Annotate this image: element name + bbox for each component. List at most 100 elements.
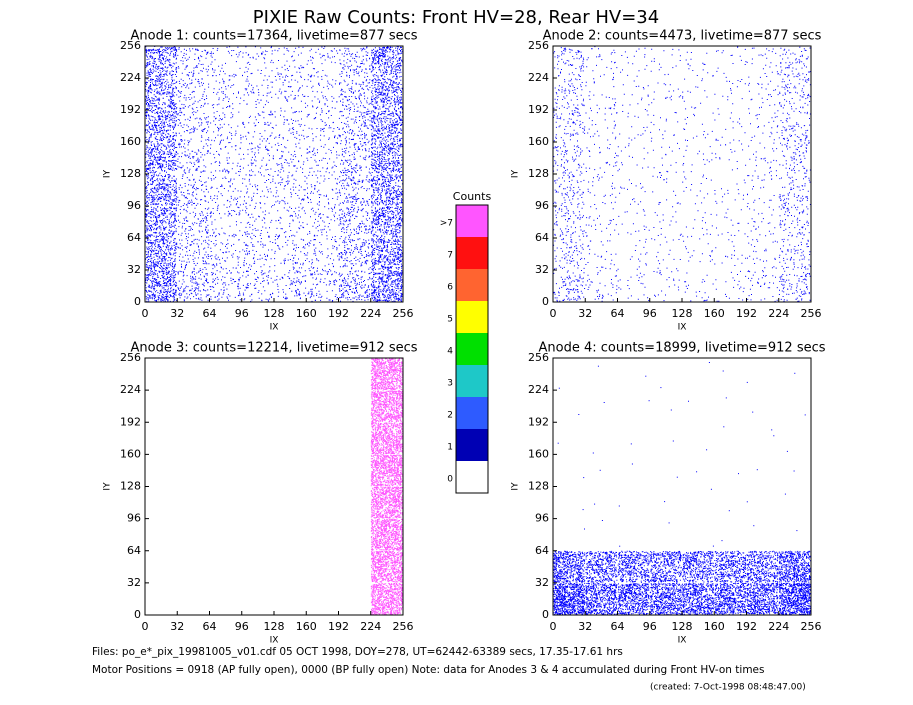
footer-note: (created: 7-Oct-1998 08:48:47.00) (650, 683, 806, 693)
x-tick-label: 256 (393, 307, 414, 320)
count-dots (177, 78, 210, 110)
count-dots (585, 206, 617, 237)
y-tick-label: 32 (127, 576, 141, 589)
colorbar-swatch (456, 237, 488, 269)
count-dots (338, 238, 371, 270)
count-dots (648, 400, 650, 402)
count-dots (660, 387, 662, 389)
x-axis-label: IX (678, 636, 687, 646)
count-dots (721, 540, 723, 542)
footer-note: Files: po_e*_pix_19981005_v01.cdf 05 OCT… (92, 646, 623, 658)
count-dots (553, 78, 585, 110)
count-dots (370, 46, 403, 78)
x-tick-label: 32 (578, 307, 592, 320)
x-tick-label: 224 (768, 620, 789, 633)
x-tick-label: 128 (672, 307, 693, 320)
count-dots (746, 381, 748, 383)
y-tick-label: 64 (127, 544, 141, 557)
y-tick-label: 224 (528, 383, 549, 396)
count-dots (274, 174, 306, 206)
panel-title: Anode 4: counts=18999, livetime=912 secs (538, 341, 825, 356)
count-dots (209, 270, 241, 301)
count-dots (664, 501, 666, 503)
x-tick-label: 128 (264, 307, 285, 320)
y-axis-label: IY (103, 482, 113, 491)
y-tick-label: 160 (528, 135, 549, 148)
count-dots (784, 493, 786, 495)
count-dots (243, 78, 274, 108)
y-tick-label: 96 (535, 512, 549, 525)
count-dots (778, 110, 811, 142)
colorbar-label: 2 (447, 411, 453, 421)
count-dots (685, 51, 714, 77)
count-dots (778, 238, 811, 270)
count-dots (682, 551, 715, 583)
count-dots (274, 142, 305, 173)
y-tick-label: 160 (528, 447, 549, 460)
colorbar-label: >7 (440, 219, 453, 229)
count-dots (725, 397, 727, 399)
y-tick-label: 0 (542, 608, 549, 621)
x-axis-label: IX (678, 323, 687, 333)
count-dots (753, 525, 755, 527)
count-dots (145, 142, 178, 174)
x-tick-label: 192 (328, 307, 349, 320)
colorbar-swatch (456, 269, 488, 301)
colorbar-swatch (456, 333, 488, 365)
x-tick-label: 160 (296, 620, 317, 633)
count-dots (631, 463, 633, 465)
x-tick-label: 160 (704, 307, 725, 320)
count-dots (242, 270, 274, 302)
y-tick-label: 224 (120, 383, 141, 396)
count-dots (778, 270, 811, 302)
colorbar-swatch (456, 365, 488, 397)
y-tick-label: 32 (535, 576, 549, 589)
count-dots (338, 174, 371, 206)
x-tick-label: 256 (801, 307, 822, 320)
colorbar-swatch (456, 461, 488, 493)
y-tick-label: 128 (120, 167, 141, 180)
panel-title: Anode 1: counts=17364, livetime=877 secs (130, 29, 417, 44)
count-dots (306, 238, 339, 270)
count-dots (778, 582, 811, 615)
count-dots (583, 477, 585, 479)
y-tick-label: 0 (542, 295, 549, 308)
x-tick-label: 192 (736, 620, 757, 633)
count-dots (370, 486, 403, 519)
y-axis-label: IY (103, 169, 113, 178)
footer-note: Motor Positions = 0918 (AP fully open), … (92, 664, 765, 676)
count-dots (746, 582, 779, 615)
panel-title: Anode 3: counts=12214, livetime=912 secs (130, 341, 417, 356)
x-tick-label: 128 (264, 620, 285, 633)
count-dots (338, 142, 371, 174)
y-tick-label: 128 (528, 167, 549, 180)
count-dots (370, 270, 403, 302)
colorbar-label: 1 (447, 443, 453, 453)
count-dots (723, 426, 725, 428)
count-dots (370, 110, 403, 142)
count-dots (370, 206, 403, 238)
y-tick-label: 192 (528, 103, 549, 116)
count-dots (747, 239, 778, 269)
count-dots (370, 582, 403, 615)
count-dots (804, 414, 806, 416)
count-dots (371, 238, 403, 270)
count-dots (177, 142, 209, 174)
count-dots (722, 370, 724, 372)
count-dots (370, 422, 403, 455)
count-dots (618, 505, 620, 507)
count-dots (584, 528, 585, 530)
count-dots (714, 582, 747, 615)
count-dots (714, 550, 747, 583)
count-dots (796, 530, 798, 532)
count-dots (779, 46, 811, 78)
count-dots (306, 110, 339, 142)
y-tick-label: 128 (528, 480, 549, 493)
x-tick-label: 192 (736, 307, 757, 320)
colorbar-label: 0 (447, 475, 453, 485)
colorbar-frame (455, 204, 489, 494)
y-tick-label: 64 (535, 544, 549, 557)
count-dots (177, 47, 209, 77)
count-dots (585, 582, 618, 615)
count-dots (756, 469, 758, 471)
